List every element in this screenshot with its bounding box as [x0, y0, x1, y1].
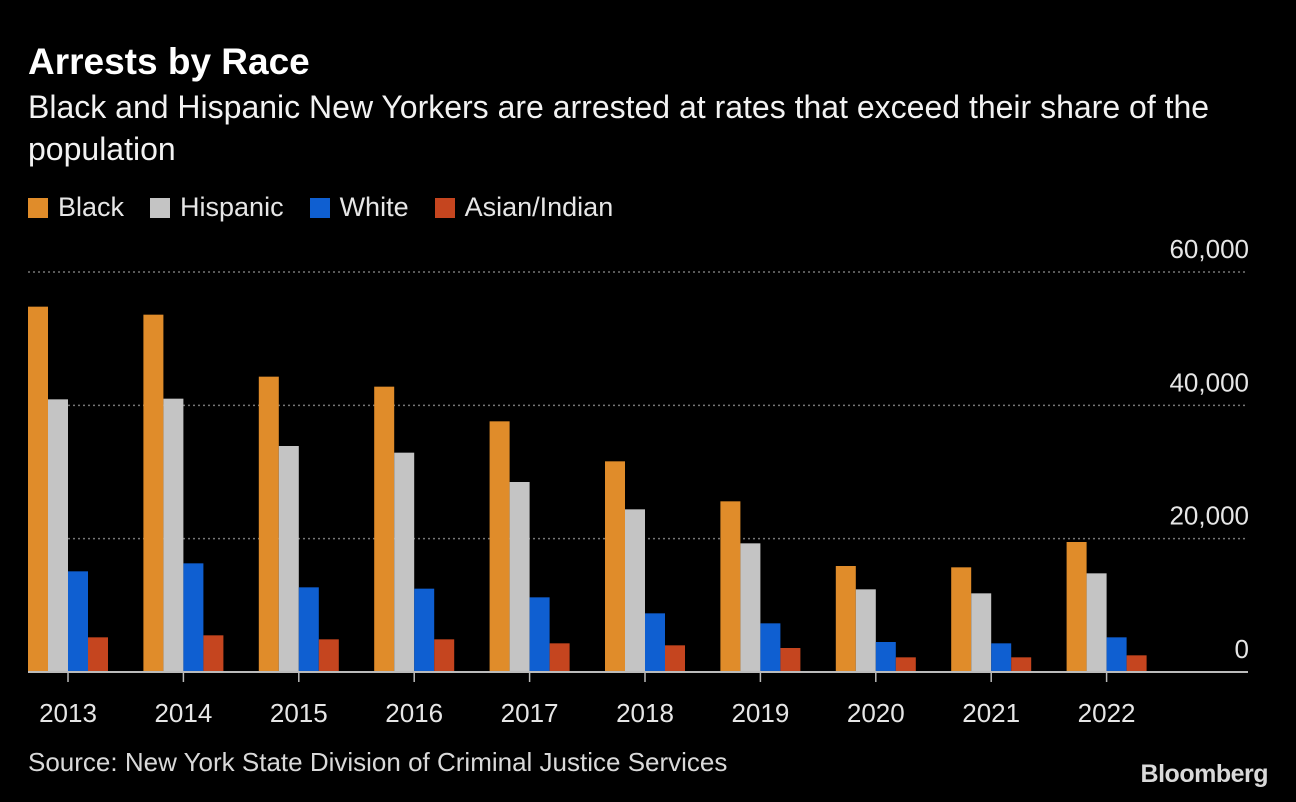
bar-black-2019 — [720, 501, 741, 672]
bar-white-2022 — [1106, 637, 1127, 672]
legend-label-black: Black — [58, 192, 125, 222]
bar-asian-indian-2017 — [549, 643, 570, 672]
bar-white-2021 — [991, 643, 1012, 672]
bar-black-2015 — [258, 376, 279, 672]
bar-asian-indian-2020 — [895, 657, 916, 672]
bar-hispanic-2018 — [625, 509, 645, 672]
legend-item-black: Black — [28, 192, 124, 223]
legend-label-white: White — [339, 192, 409, 222]
y-tick-label-0: 0 — [1235, 634, 1249, 664]
legend-item-white: White — [309, 192, 409, 223]
bar-asian-indian-2015 — [318, 639, 339, 672]
x-tick-label-2020: 2020 — [847, 698, 905, 728]
bar-white-2020 — [875, 642, 896, 672]
bar-white-2017 — [529, 597, 550, 672]
legend-label-asian-indian: Asian/Indian — [464, 192, 614, 222]
bar-black-2020 — [835, 566, 856, 672]
legend-swatch-white — [309, 197, 330, 218]
bar-black-2021 — [951, 567, 972, 672]
chart-title: Arrests by Race — [28, 41, 310, 82]
bar-hispanic-2017 — [509, 482, 530, 672]
legend-label-hispanic: Hispanic — [180, 192, 284, 222]
bar-hispanic-2013 — [48, 399, 68, 672]
x-tick-label-2019: 2019 — [731, 698, 789, 728]
y-tick-label-40000: 40,000 — [1169, 367, 1249, 397]
x-tick-label-2022: 2022 — [1078, 698, 1136, 728]
bar-asian-indian-2014 — [203, 635, 224, 672]
bar-black-2013 — [28, 306, 48, 672]
legend-item-asian-indian: Asian/Indian — [434, 192, 614, 223]
bar-black-2022 — [1066, 542, 1087, 672]
bar-asian-indian-2013 — [88, 637, 108, 672]
bar-white-2016 — [414, 588, 435, 672]
bar-hispanic-2014 — [163, 398, 184, 672]
legend-swatch-hispanic — [150, 197, 171, 218]
bar-white-2013 — [68, 571, 88, 672]
x-tick-label-2017: 2017 — [501, 698, 559, 728]
bar-black-2014 — [143, 314, 164, 672]
x-tick-label-2018: 2018 — [616, 698, 674, 728]
x-tick-label-2021: 2021 — [962, 698, 1020, 728]
bar-asian-indian-2022 — [1126, 655, 1147, 672]
bar-white-2019 — [760, 623, 781, 672]
legend-swatch-black — [28, 197, 48, 218]
bar-white-2014 — [183, 563, 204, 672]
bar-asian-indian-2021 — [1011, 657, 1032, 672]
x-tick-label-2014: 2014 — [154, 698, 212, 728]
bar-hispanic-2016 — [394, 452, 415, 672]
x-tick-label-2016: 2016 — [385, 698, 443, 728]
source-note: Source: New York State Division of Crimi… — [28, 747, 728, 777]
bar-hispanic-2015 — [278, 446, 299, 672]
y-tick-label-60000: 60,000 — [1169, 234, 1249, 264]
bar-hispanic-2022 — [1086, 573, 1107, 672]
x-tick-label-2015: 2015 — [270, 698, 328, 728]
bar-white-2015 — [298, 587, 319, 672]
bar-asian-indian-2019 — [780, 648, 801, 672]
bloomberg-logo: Bloomberg — [1140, 760, 1269, 788]
bar-hispanic-2020 — [855, 589, 876, 672]
bar-black-2018 — [605, 461, 625, 672]
x-tick-label-2013: 2013 — [39, 698, 97, 728]
legend-swatch-asian-indian — [434, 197, 455, 218]
bar-asian-indian-2016 — [434, 639, 455, 672]
bar-asian-indian-2018 — [665, 645, 685, 672]
bar-hispanic-2019 — [740, 543, 761, 672]
bar-hispanic-2021 — [971, 593, 992, 672]
chart-subtitle: Black and Hispanic New Yorkers are arres… — [28, 89, 1210, 167]
legend: Black Hispanic White Asian/Indian — [28, 192, 639, 223]
bar-black-2016 — [374, 386, 395, 672]
legend-item-hispanic: Hispanic — [150, 192, 284, 223]
bar-white-2018 — [645, 613, 665, 672]
bar-black-2017 — [489, 421, 510, 672]
y-tick-label-20000: 20,000 — [1169, 501, 1249, 531]
